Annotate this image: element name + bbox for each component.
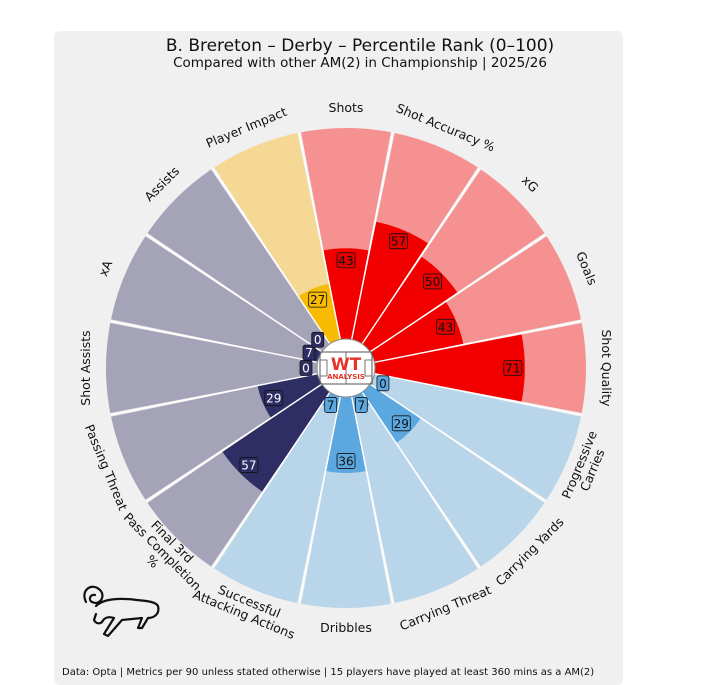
value-box-progressive-carries: [376, 375, 390, 392]
slice-divider: [374, 320, 582, 364]
slice-divider: [110, 372, 318, 416]
value-label-player-impact: 27: [310, 293, 325, 307]
slice-divider: [369, 383, 546, 502]
value-box-shot-quality: [503, 360, 523, 376]
value-box-carrying-yards: [391, 415, 411, 432]
logo-wt-text: WT: [331, 355, 362, 375]
value-box-goals: [436, 318, 455, 335]
slice-divider: [350, 132, 394, 340]
category-label-shot-quality: Shot Quality: [599, 329, 614, 407]
chart-footer: Data: Opta | Metrics per 90 unless state…: [62, 667, 595, 678]
value-box-player-impact: [308, 291, 328, 308]
bg-slice-carrying-threat: [351, 392, 478, 604]
slice-divider: [212, 168, 331, 345]
value-box-dribbles: [336, 453, 356, 469]
category-label-assists: Assists: [141, 163, 182, 204]
value-label-dribbles: 36: [338, 454, 353, 468]
bg-slice-progressive-carries: [370, 373, 582, 500]
value-label-shot-accuracy: 57: [391, 235, 406, 249]
bg-slice-assists: [147, 169, 330, 352]
slice-divider: [146, 383, 323, 502]
value-label-shot-quality: 71: [505, 362, 520, 376]
value-box-shot-accuracy: [389, 233, 408, 250]
slice-divider: [212, 391, 331, 568]
value-box-passing-threat: [264, 390, 284, 406]
value-label-carrying-yards: 29: [394, 417, 409, 431]
bar-dribbles: [326, 396, 366, 473]
value-box-successful-attacking-actions: [324, 397, 338, 413]
value-box-xg: [423, 273, 443, 290]
slice-divider: [361, 391, 480, 568]
center-logo: WT ANALYSIS: [316, 338, 376, 398]
category-label-shots: Shots: [329, 100, 364, 115]
category-label-dribbles: Dribbles: [320, 620, 372, 635]
value-box-xa: [302, 344, 316, 361]
value-label-shots: 43: [338, 254, 353, 268]
bar-shots: [323, 248, 369, 340]
bar-passing-threat: [257, 373, 322, 418]
value-label-shot-assists: 0: [302, 362, 310, 376]
chart-title: B. Brereton – Derby – Percentile Rank (0…: [165, 36, 555, 56]
slice-divider: [374, 372, 582, 416]
slice-divider: [110, 320, 318, 364]
value-box-final-3rd-pass-completion: [239, 457, 259, 473]
bar-shot-quality: [374, 334, 525, 402]
bg-slice-dribbles: [301, 396, 391, 609]
bar-shot-accuracy: [351, 221, 428, 344]
slice-divider: [369, 234, 546, 353]
slice-divider: [350, 396, 394, 604]
value-label-xg: 50: [425, 275, 440, 289]
value-box-carrying-threat: [354, 397, 368, 413]
value-box-shots: [336, 252, 356, 269]
logo-analysis-text: ANALYSIS: [327, 373, 365, 381]
value-label-final-3rd-pass-completion: 57: [241, 459, 256, 473]
value-label-assists: 0: [314, 333, 322, 347]
bg-slice-successful-attacking-actions: [214, 392, 341, 604]
slice-divider: [298, 132, 342, 340]
value-label-goals: 43: [438, 320, 453, 334]
bg-slice-xa: [110, 236, 322, 363]
slice-divider: [361, 168, 480, 345]
chart-subtitle: Compared with other AM(2) in Championshi…: [173, 55, 547, 71]
bar-goals: [370, 302, 464, 363]
slice-divider: [146, 234, 323, 353]
value-label-carrying-threat: 7: [357, 398, 365, 412]
category-label-xg: xG: [519, 172, 542, 195]
category-label-xa: xA: [95, 258, 115, 279]
slice-divider: [298, 396, 342, 604]
category-label-goals: Goals: [573, 249, 600, 287]
category-label-shot-assists: Shot Assists: [78, 330, 93, 405]
value-label-progressive-carries: 0: [379, 377, 387, 391]
bg-slice-shot-assists: [106, 323, 318, 413]
bg-slice-shots: [301, 128, 391, 340]
value-box-assists: [311, 331, 325, 348]
ram-crest-icon: [83, 585, 160, 638]
value-label-successful-attacking-actions: 7: [327, 398, 335, 412]
value-label-xa: 7: [305, 346, 313, 360]
value-label-passing-threat: 29: [266, 391, 281, 405]
